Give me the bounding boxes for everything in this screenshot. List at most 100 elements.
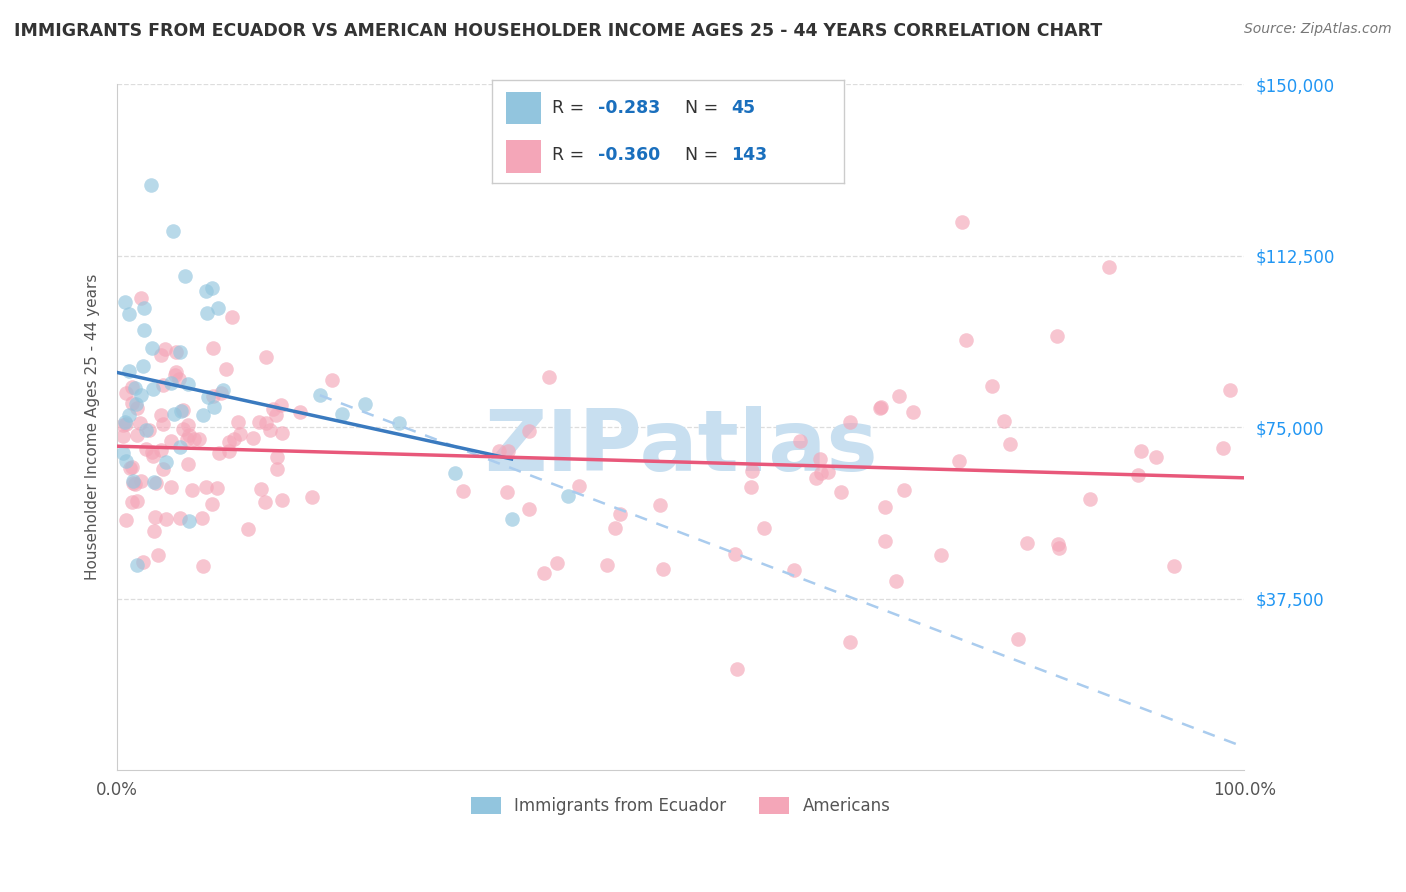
Point [191, 510, 214, 524]
Bar [506, 92, 541, 124]
Point [141, 341, 163, 355]
Point [218, 443, 240, 458]
Point [332, 407, 354, 421]
Point [1000, 437, 1022, 451]
Point [609, 508, 631, 522]
Point [132, 555, 155, 569]
Point [191, 408, 214, 422]
Point [652, 562, 675, 576]
Point [127, 558, 149, 573]
Point [202, 389, 225, 403]
Point [873, 500, 896, 514]
Point [496, 484, 519, 499]
Text: Source: ZipAtlas.com: Source: ZipAtlas.com [1244, 22, 1392, 37]
Point [242, 431, 264, 445]
Point [145, 475, 167, 490]
Point [444, 466, 467, 480]
Point [783, 563, 806, 577]
Point [1129, 444, 1152, 458]
Point [201, 497, 224, 511]
Point [125, 397, 148, 411]
Point [264, 408, 287, 422]
Point [270, 398, 292, 412]
Point [1212, 441, 1234, 455]
Point [1126, 468, 1149, 483]
Point [596, 558, 619, 573]
Point [1219, 383, 1241, 397]
Point [115, 417, 138, 431]
Point [128, 416, 150, 430]
Point [354, 397, 377, 411]
Text: R =: R = [551, 146, 589, 164]
Point [740, 480, 762, 494]
Point [948, 453, 970, 467]
Point [208, 446, 231, 460]
Point [869, 401, 891, 415]
Point [202, 341, 225, 355]
Point [143, 475, 166, 489]
Point [139, 178, 162, 192]
Point [129, 387, 152, 401]
Point [124, 477, 146, 491]
Point [160, 376, 183, 390]
Point [121, 396, 143, 410]
Point [112, 446, 135, 460]
Point [169, 345, 191, 359]
Point [202, 400, 225, 414]
Point [197, 390, 219, 404]
Point [221, 310, 243, 324]
Point [218, 435, 240, 450]
Point [114, 415, 136, 429]
Point [152, 417, 174, 431]
Point [270, 493, 292, 508]
Point [451, 483, 474, 498]
Text: R =: R = [551, 99, 589, 117]
Point [188, 432, 211, 446]
Point [250, 482, 273, 496]
Point [149, 348, 172, 362]
Point [115, 513, 138, 527]
Point [118, 364, 141, 378]
Point [222, 432, 245, 446]
Point [1047, 537, 1070, 551]
Point [118, 408, 141, 422]
Point [1017, 536, 1039, 550]
Point [388, 416, 411, 430]
Point [254, 416, 277, 430]
Point [177, 457, 200, 471]
Point [993, 414, 1015, 428]
Point [167, 372, 190, 386]
Point [131, 359, 153, 374]
Point [135, 423, 157, 437]
Text: IMMIGRANTS FROM ECUADOR VS AMERICAN HOUSEHOLDER INCOME AGES 25 - 44 YEARS CORREL: IMMIGRANTS FROM ECUADOR VS AMERICAN HOUS… [14, 22, 1102, 40]
Point [177, 417, 200, 432]
Point [149, 408, 172, 422]
Point [288, 404, 311, 418]
Point [262, 402, 284, 417]
Point [152, 461, 174, 475]
Point [488, 444, 510, 458]
Point [135, 442, 157, 456]
Point [1047, 541, 1070, 555]
Point [172, 402, 194, 417]
Point [155, 512, 177, 526]
Point [143, 510, 166, 524]
Point [901, 405, 924, 419]
Point [266, 462, 288, 476]
Point [1144, 450, 1167, 465]
Point [120, 461, 142, 475]
Point [501, 511, 523, 525]
Point [519, 501, 541, 516]
Point [121, 460, 143, 475]
Point [1163, 558, 1185, 573]
Point [129, 292, 152, 306]
Point [125, 401, 148, 416]
Point [160, 480, 183, 494]
Point [537, 370, 560, 384]
Point [195, 285, 218, 299]
Point [817, 465, 839, 479]
Point [648, 498, 671, 512]
Text: -0.283: -0.283 [598, 99, 659, 117]
Point [195, 306, 218, 320]
Point [1098, 260, 1121, 275]
